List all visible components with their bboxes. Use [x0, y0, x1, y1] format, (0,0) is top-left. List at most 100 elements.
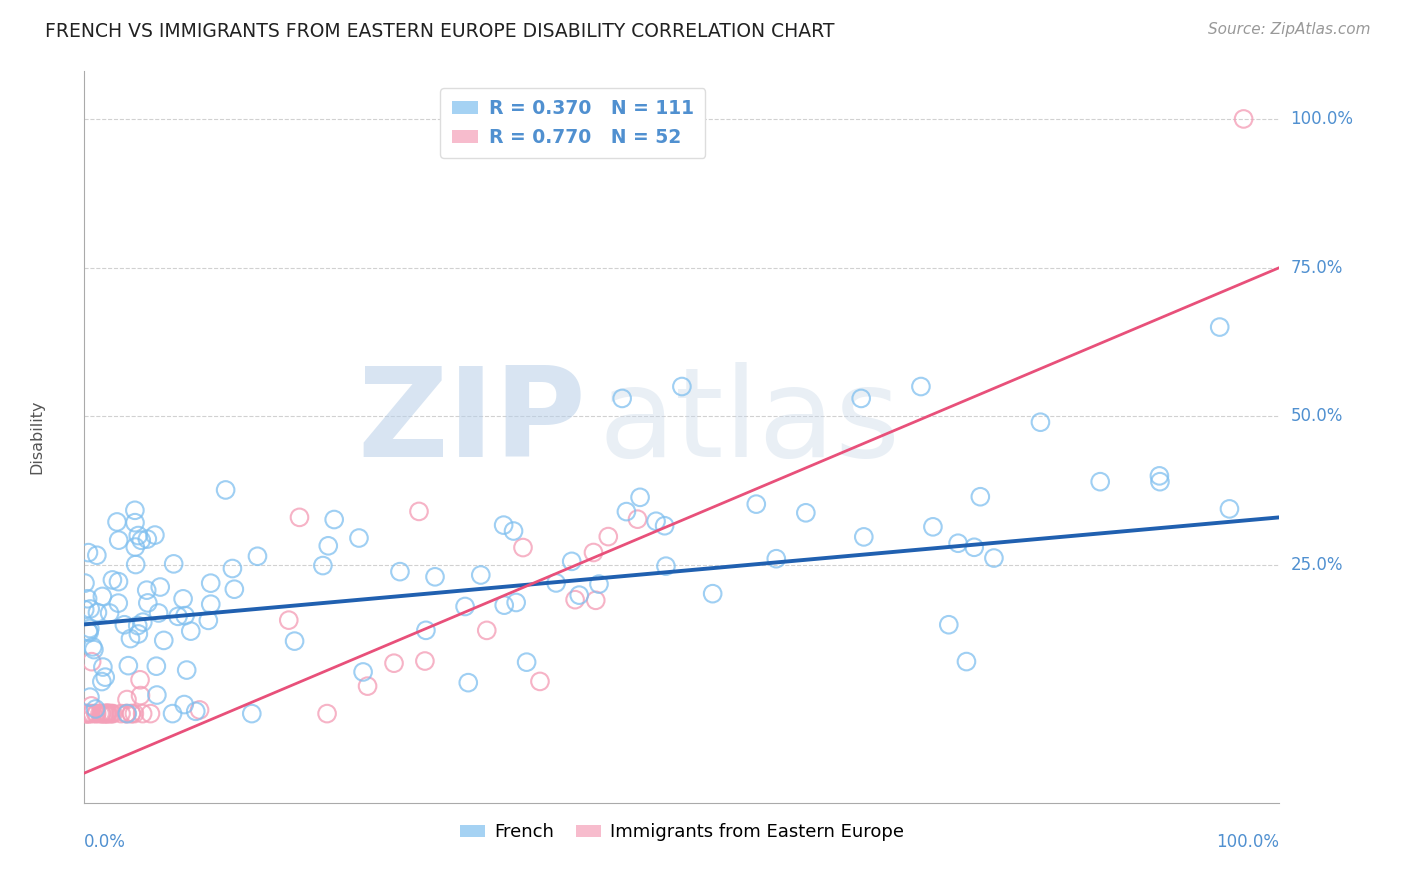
Point [616, 505, 638, 519]
Point [127, 627, 149, 641]
Point [423, 570, 446, 584]
Point [91, 590, 114, 604]
Point [163, 557, 186, 571]
Point [76, 706, 98, 721]
Point [77, 546, 100, 560]
Point [356, 679, 378, 693]
Point [90, 706, 112, 721]
Point [388, 565, 411, 579]
Point [75, 706, 97, 721]
Point [214, 483, 236, 497]
Text: 75.0%: 75.0% [1291, 259, 1343, 277]
Point [79, 602, 101, 616]
Point [145, 659, 167, 673]
Point [91, 660, 114, 674]
Point [626, 512, 648, 526]
Point [969, 490, 991, 504]
Point [765, 551, 787, 566]
Point [97, 706, 120, 721]
Point [173, 698, 195, 712]
Point [505, 595, 527, 609]
Text: ZIP: ZIP [357, 362, 586, 483]
Point [107, 574, 129, 589]
Point [135, 583, 157, 598]
Point [107, 533, 129, 548]
Point [101, 706, 124, 721]
Point [277, 613, 299, 627]
Point [152, 633, 174, 648]
Point [702, 587, 724, 601]
Point [494, 598, 516, 612]
Point [413, 654, 436, 668]
Point [492, 518, 515, 533]
Point [90, 706, 112, 721]
Point [96, 706, 118, 721]
Point [125, 558, 148, 572]
Point [86, 706, 108, 721]
Point [382, 656, 405, 670]
Point [115, 706, 138, 721]
Point [963, 541, 986, 555]
Point [101, 573, 124, 587]
Point [120, 706, 142, 721]
Point [598, 530, 620, 544]
Point [180, 624, 202, 639]
Point [94, 670, 117, 684]
Point [73, 576, 96, 591]
Point [1209, 320, 1232, 334]
Point [654, 518, 676, 533]
Point [105, 515, 128, 529]
Point [323, 512, 346, 526]
Point [136, 532, 159, 546]
Point [77, 624, 100, 639]
Point [96, 706, 118, 721]
Point [83, 642, 105, 657]
Point [529, 674, 551, 689]
Point [200, 576, 222, 591]
Point [115, 692, 138, 706]
Text: FRENCH VS IMMIGRANTS FROM EASTERN EUROPE DISABILITY CORRELATION CHART: FRENCH VS IMMIGRANTS FROM EASTERN EUROPE… [45, 22, 835, 41]
Point [1218, 501, 1240, 516]
Point [79, 622, 101, 636]
Point [352, 665, 374, 679]
Point [955, 655, 977, 669]
Point [80, 655, 103, 669]
Point [86, 548, 108, 562]
Point [149, 580, 172, 594]
Text: 100.0%: 100.0% [1216, 833, 1279, 851]
Point [98, 606, 121, 620]
Point [347, 531, 370, 545]
Point [983, 551, 1005, 566]
Point [415, 624, 437, 638]
Point [502, 524, 524, 538]
Point [408, 504, 430, 518]
Point [136, 596, 159, 610]
Point [745, 497, 768, 511]
Point [240, 706, 263, 721]
Point [910, 379, 932, 393]
Point [112, 617, 135, 632]
Point [1090, 475, 1112, 489]
Point [475, 624, 498, 638]
Point [117, 706, 139, 721]
Point [80, 698, 103, 713]
Point [512, 541, 534, 555]
Point [97, 706, 120, 721]
Point [288, 510, 311, 524]
Point [938, 617, 960, 632]
Text: Disability: Disability [30, 400, 44, 475]
Point [172, 591, 194, 606]
Point [79, 690, 101, 705]
Point [588, 577, 610, 591]
Point [77, 706, 100, 721]
Point [568, 588, 591, 602]
Point [794, 506, 817, 520]
Point [645, 514, 668, 528]
Point [110, 706, 132, 721]
Point [82, 640, 104, 654]
Point [132, 615, 155, 629]
Point [188, 703, 211, 717]
Point [851, 392, 873, 406]
Point [612, 392, 634, 406]
Point [1149, 475, 1171, 489]
